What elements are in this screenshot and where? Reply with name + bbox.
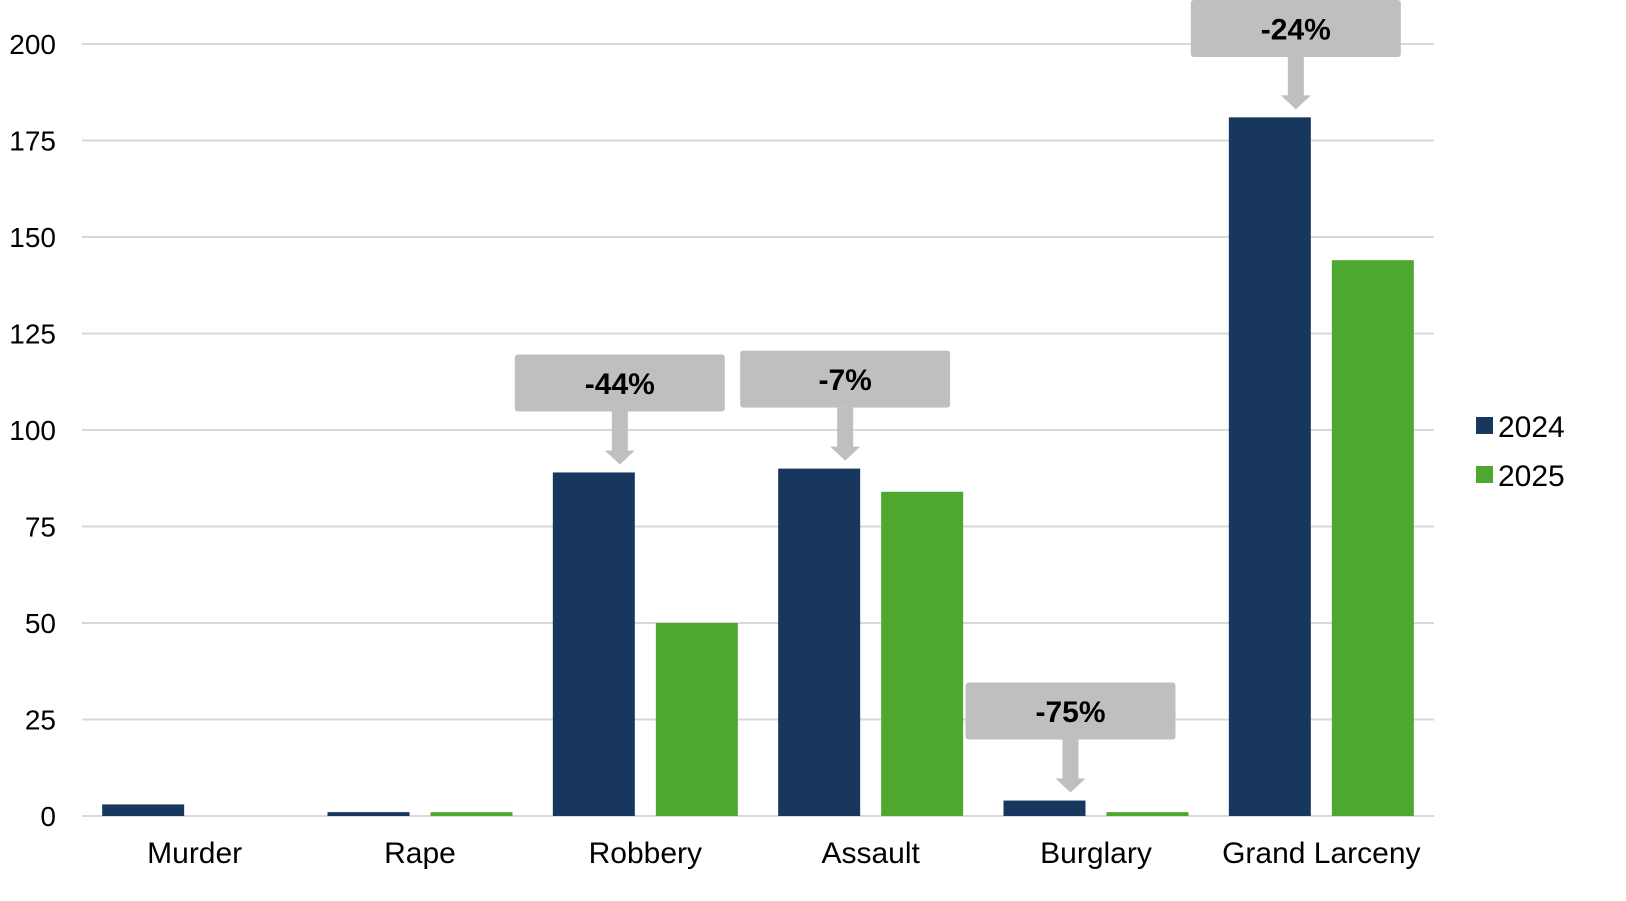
bar-assault-2024 — [778, 468, 861, 816]
y-tick-label: 125 — [9, 319, 56, 350]
x-axis-labels: Murder Rape Robbery Assault Burglary Grand La… — [147, 837, 1420, 870]
bar-burglary-2025 — [1106, 812, 1189, 816]
callout-grand-larceny: -24% — [1190, 0, 1401, 110]
bar-murder-2024 — [102, 804, 185, 816]
bar-rape-2025 — [430, 812, 513, 816]
callout-box — [965, 682, 1176, 740]
legend-label: 2024 — [1498, 411, 1565, 444]
y-axis-ticks: 0 25 50 75 100 125 150 175 200 — [9, 29, 56, 832]
x-tick-label: Rape — [384, 837, 456, 870]
legend: 2024 2025 — [1476, 411, 1565, 493]
x-tick-label: Assault — [821, 837, 920, 870]
y-tick-label: 0 — [40, 801, 56, 832]
callout-burglary: -75% — [965, 682, 1176, 793]
y-tick-label: 100 — [9, 415, 56, 446]
gridlines — [82, 43, 1434, 817]
callout-box — [740, 350, 951, 408]
callout-label: -7% — [818, 364, 871, 397]
legend-label: 2025 — [1498, 460, 1565, 493]
x-tick-label: Murder — [147, 837, 242, 870]
x-tick-label: Grand Larceny — [1222, 837, 1420, 870]
callout-label: -75% — [1035, 696, 1105, 729]
callout-label: -44% — [585, 368, 655, 401]
bar-grand-larceny-2025 — [1331, 260, 1414, 816]
bars — [102, 117, 1414, 817]
down-arrow-icon — [1280, 57, 1311, 110]
callout-robbery: -44% — [514, 354, 725, 465]
y-tick-label: 50 — [25, 608, 56, 639]
bar-robbery-2024 — [552, 472, 635, 816]
bar-burglary-2024 — [1003, 800, 1086, 816]
legend-swatch-2024 — [1476, 417, 1493, 434]
legend-swatch-2025 — [1476, 466, 1493, 483]
bar-robbery-2025 — [655, 623, 738, 816]
down-arrow-icon — [1055, 739, 1086, 793]
y-tick-label: 200 — [9, 29, 56, 60]
bar-assault-2025 — [881, 491, 964, 816]
callout-box — [514, 354, 725, 412]
down-arrow-icon — [604, 411, 635, 465]
down-arrow-icon — [830, 407, 861, 461]
y-tick-label: 25 — [25, 705, 56, 736]
y-tick-label: 150 — [9, 222, 56, 253]
change-callouts: -44% -7% -75% -24% — [514, 0, 1401, 793]
x-tick-label: Robbery — [589, 837, 702, 870]
callout-assault: -7% — [740, 350, 951, 461]
y-tick-label: 175 — [9, 126, 56, 157]
bar-grand-larceny-2024 — [1228, 117, 1311, 817]
x-tick-label: Burglary — [1040, 837, 1152, 870]
callout-label: -24% — [1261, 14, 1331, 47]
callout-box — [1190, 0, 1401, 57]
bar-rape-2024 — [327, 812, 410, 816]
y-tick-label: 75 — [25, 512, 56, 543]
